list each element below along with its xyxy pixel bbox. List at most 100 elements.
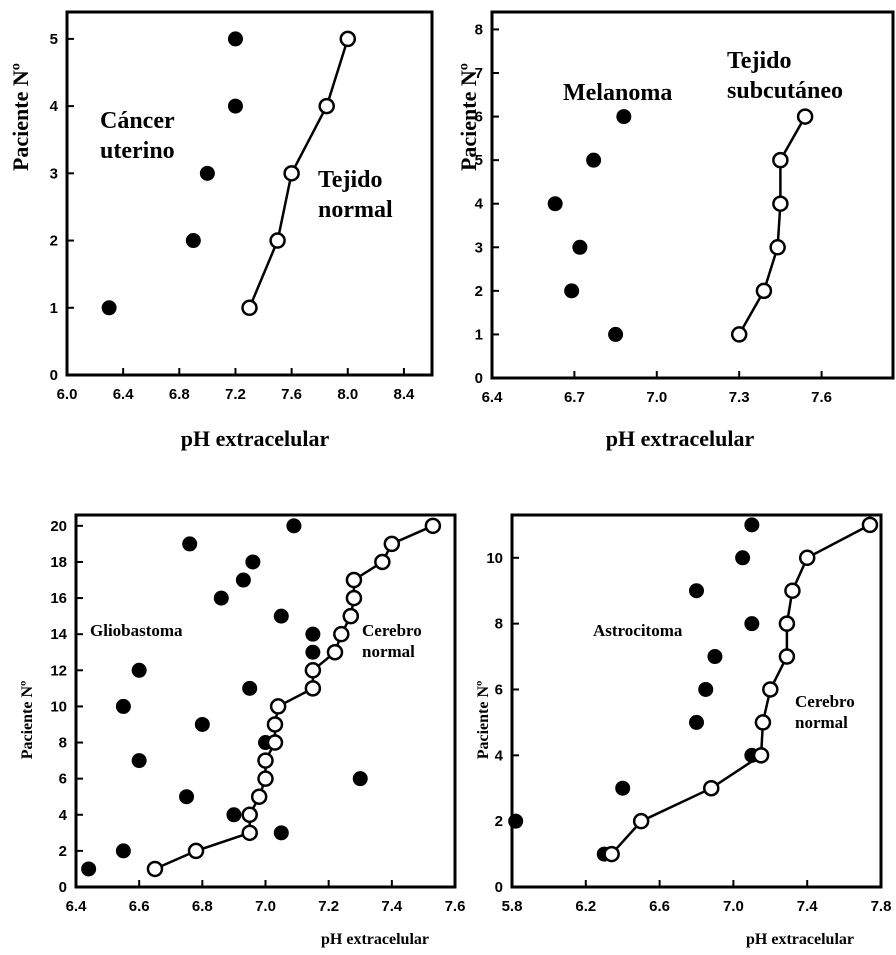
tumor-data-point [608, 326, 624, 342]
y-tick-label: 4 [475, 196, 484, 213]
tumor-data-point [572, 239, 588, 255]
y-tick-label: 4 [50, 98, 59, 115]
series-line [738, 115, 807, 336]
x-tick-label: 6.8 [192, 898, 213, 915]
x-tick-label: 7.0 [723, 898, 744, 915]
plot-frame [510, 513, 883, 889]
tumor-data-point [286, 518, 302, 534]
tumor-data-point [101, 300, 117, 316]
normal-tissue-data-point [730, 326, 748, 343]
y-tick-label: 6 [475, 109, 483, 126]
tumor-data-point [615, 780, 631, 796]
annotation-text: Cerebro [795, 692, 855, 711]
normal-tissue-data-point [424, 517, 442, 535]
tumor-data-point [689, 714, 704, 730]
normal-tissue-data-point [146, 860, 164, 878]
tumor-data-point [185, 233, 201, 249]
normal-tissue-data-point [762, 681, 779, 698]
normal-tissue-data-point [703, 779, 720, 797]
x-tick-label: 5.8 [502, 898, 523, 915]
tumor-data-point [508, 813, 524, 829]
y-tick-label: 18 [50, 554, 67, 571]
tumor-data-point [81, 861, 97, 877]
normal-tissue-data-point [269, 232, 286, 249]
tumor-data-point [744, 517, 760, 533]
normal-tissue-data-point [632, 812, 650, 830]
x-tick-label: 7.2 [318, 898, 339, 915]
x-tick-label: 7.8 [871, 898, 892, 915]
normal-tissue-data-point [754, 714, 772, 731]
y-tick-label: 8 [495, 616, 503, 633]
x-tick-label: 7.0 [255, 898, 276, 915]
chart-panel-1: 6.0 6.4 6.8 7.2 7.6 8.0 8.4 0 1 2 3 4 5 pH extracelul… [8, 10, 434, 451]
normal-tissue-data-point [326, 643, 344, 661]
y-tick-label: 10 [486, 550, 503, 567]
normal-tissue-data-point [345, 589, 363, 607]
normal-tissue-data-point [187, 842, 205, 860]
y-tick-label: 2 [59, 843, 67, 860]
y-tick-label: 1 [475, 326, 483, 343]
x-axis-label: pH extracelular [606, 426, 755, 451]
x-tick-label: 6.2 [575, 898, 596, 915]
annotation-text: Tejido [318, 167, 382, 193]
y-axis-label: Paciente Nº [456, 63, 481, 171]
normal-tissue-data-point [345, 571, 363, 589]
y-axis-label: Paciente Nº [8, 63, 33, 171]
tumor-data-point [273, 825, 289, 841]
tumor-data-point [235, 572, 251, 588]
y-tick-label: 0 [50, 367, 58, 384]
tumor-data-point [698, 681, 714, 697]
tumor-data-point [131, 753, 147, 769]
x-tick-label: 7.2 [225, 386, 246, 403]
normal-tissue-data-point [374, 553, 391, 571]
normal-tissue-data-point [603, 845, 620, 863]
x-tick-label: 7.6 [445, 898, 466, 915]
x-axis-label: pH extracelular [181, 426, 330, 451]
tumor-data-point [182, 536, 198, 552]
x-axis-label: pH extracelular [321, 931, 429, 948]
tumor-data-point [744, 616, 760, 632]
y-tick-label: 7 [475, 65, 483, 82]
x-tick-label: 8.0 [337, 386, 358, 403]
tumor-data-point [616, 109, 632, 125]
y-tick-label: 3 [50, 165, 58, 182]
normal-tissue-data-point [266, 716, 284, 733]
tumor-data-point [305, 626, 321, 642]
normal-tissue-data-point [861, 516, 879, 534]
tumor-data-point [305, 644, 321, 660]
x-tick-label: 6.4 [66, 898, 88, 915]
normal-tissue-data-point [383, 535, 401, 553]
annotation-text: normal [795, 713, 848, 732]
annotation-text: uterino [100, 138, 175, 164]
y-tick-label: 2 [495, 813, 503, 830]
normal-tissue-data-point [304, 662, 322, 679]
x-tick-label: 7.3 [729, 389, 750, 406]
tumor-data-point [564, 283, 580, 299]
normal-tissue-data-point [304, 680, 322, 697]
y-tick-label: 8 [475, 21, 483, 38]
x-tick-label: 6.6 [649, 898, 670, 915]
y-tick-label: 12 [50, 662, 67, 679]
annotation-text: Cerebro [362, 621, 422, 640]
y-tick-label: 6 [495, 681, 503, 698]
tumor-data-point [707, 649, 723, 665]
tumor-data-point [735, 550, 751, 566]
x-tick-label: 7.0 [646, 389, 667, 406]
y-tick-label: 8 [59, 735, 67, 752]
tumor-data-point [242, 680, 258, 696]
y-tick-label: 4 [59, 807, 68, 824]
y-tick-label: 16 [50, 590, 67, 607]
tumor-data-point [689, 583, 704, 599]
normal-tissue-data-point [318, 97, 335, 115]
tumor-data-point [115, 843, 131, 859]
tumor-data-point [245, 554, 261, 570]
tumor-data-point [194, 716, 210, 732]
x-tick-label: 7.4 [797, 898, 819, 915]
x-tick-label: 6.8 [169, 386, 190, 403]
tumor-data-point [213, 590, 229, 606]
tumor-data-point [115, 698, 131, 714]
series-line [610, 523, 871, 855]
normal-tissue-data-point [269, 698, 287, 715]
tumor-data-point [179, 789, 195, 805]
annotation-text: subcutáneo [727, 78, 843, 104]
